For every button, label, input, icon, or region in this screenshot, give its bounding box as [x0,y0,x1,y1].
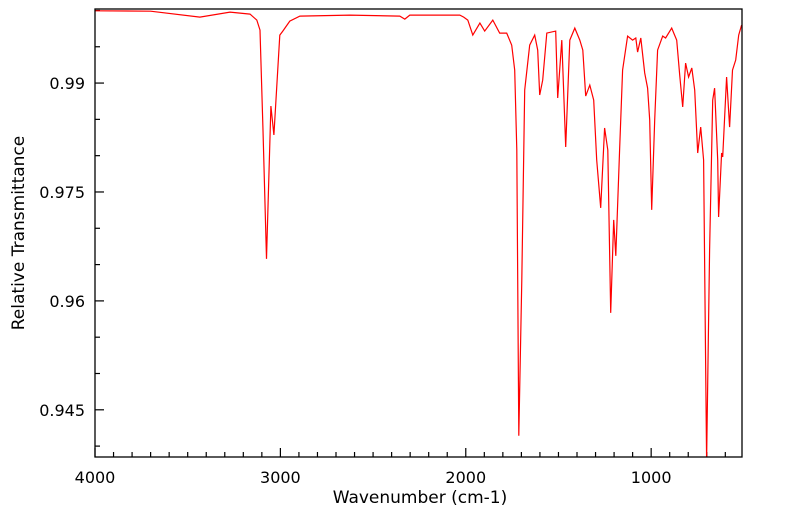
y-tick-labels: 0.99 0.975 0.96 0.945 [39,74,85,420]
x-axis-label: Wavenumber (cm-1) [333,488,508,508]
x-tick-labels: 4000 3000 2000 1000 [75,468,672,487]
axis-ticks [94,9,726,457]
x-tick-label: 3000 [260,468,301,487]
y-tick-label: 0.99 [49,74,85,93]
x-tick-label: 1000 [631,468,672,487]
x-tick-label: 2000 [445,468,486,487]
x-tick-label: 4000 [75,468,116,487]
y-tick-label: 0.96 [49,292,85,311]
plot-frame [94,8,743,458]
spectrum-line [95,10,742,457]
y-axis-label: Relative Transmittance [9,136,29,331]
y-tick-label: 0.975 [39,183,85,202]
y-tick-label: 0.945 [39,401,85,420]
